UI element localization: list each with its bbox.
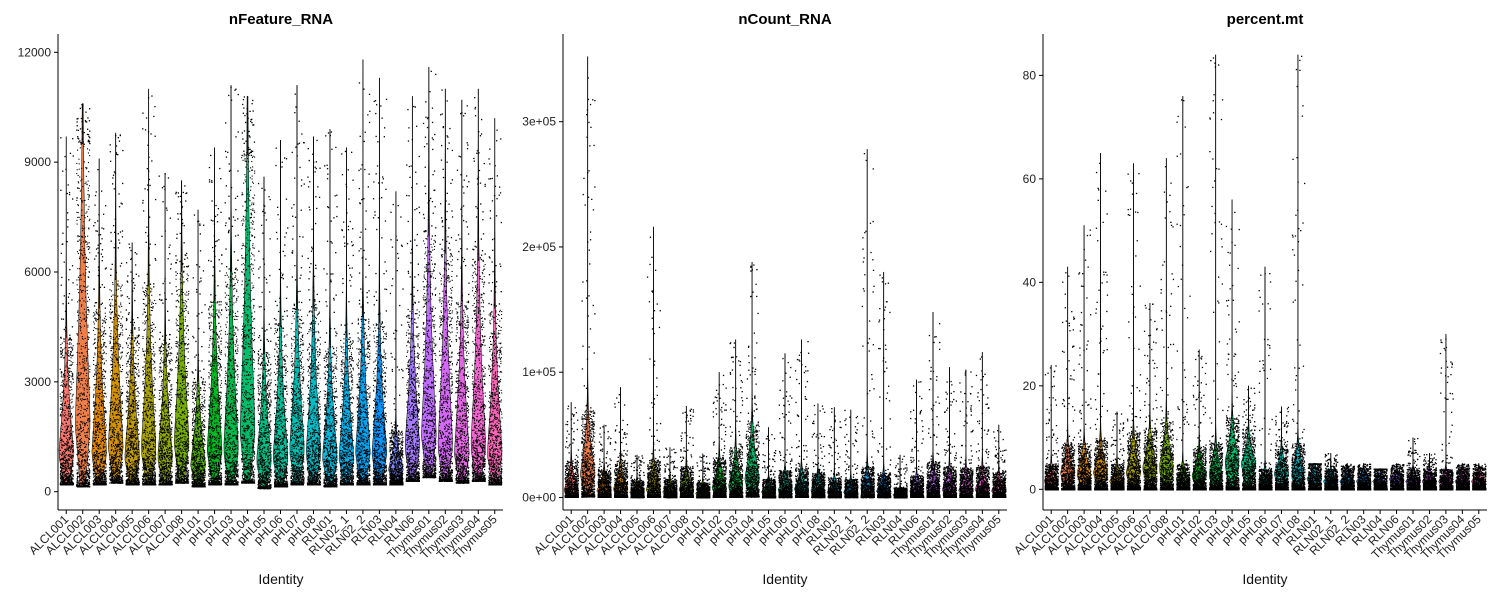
jitter-points-pHL05 (762, 434, 776, 498)
jitter-points-Thymus05 (1472, 464, 1486, 491)
x-axis-title: Identity (762, 571, 807, 587)
jitter-points-pHL03 (1209, 57, 1223, 490)
jitter-points-ALCL005 (1110, 413, 1124, 490)
jitter-points-pHL02 (1193, 351, 1207, 490)
jitter-points-pHL01 (1176, 99, 1191, 490)
jitter-points-pHL05 (1242, 388, 1256, 491)
jitter-points-pHL01 (192, 214, 206, 487)
y-tick-label: 6000 (24, 265, 51, 279)
jitter-points-RLN01 (1308, 463, 1322, 490)
jitter-points-RLN04 (894, 456, 908, 499)
y-tick-label: 3000 (24, 375, 51, 389)
y-tick-label: 40 (1023, 275, 1037, 289)
jitter-points-RLN02_1 (844, 410, 858, 498)
jitter-points-pHL08 (1291, 56, 1305, 491)
jitter-points-ALCL004 (614, 394, 628, 498)
jitter-points-Thymus03 (959, 371, 973, 498)
jitter-points-RLN02_2 (1341, 464, 1355, 491)
violin-ALCL002 (75, 104, 90, 487)
jitter-points-RLN02_2 (861, 153, 875, 498)
y-tick-label: 0 (44, 485, 51, 499)
y-tick-label: 2e+05 (522, 240, 556, 254)
x-axis-title: Identity (258, 571, 303, 587)
jitter-points-Thymus01 (1407, 438, 1421, 491)
panel-title: percent.mt (1227, 11, 1304, 28)
jitter-points-pHL06 (1258, 273, 1272, 491)
jitter-points-Thymus01 (927, 323, 941, 498)
panel-nfeature-rna: nFeature_RNA Identity 0 3000 6000 9000 12000… (18, 11, 503, 587)
panel-title: nFeature_RNA (229, 11, 333, 28)
y-tick-label: 0e+00 (522, 490, 556, 504)
jitter-points-pHL01 (696, 455, 710, 498)
jitter-points-Thymus04 (1456, 464, 1470, 491)
jitter-points-RLN01 (828, 408, 842, 498)
x-axis-title: Identity (1242, 571, 1287, 587)
jitter-points-pHL07 (795, 341, 809, 498)
jitter-points-pHL08 (811, 405, 825, 498)
jitter-points-ALCL003 (598, 425, 612, 498)
y-tick-label: 80 (1023, 68, 1037, 82)
jitter-points-ALCL007 (663, 448, 677, 498)
y-tick-label: 9000 (24, 155, 51, 169)
jitter-points-RLN04 (1374, 469, 1388, 491)
jitter-points-Thymus05 (992, 430, 1006, 498)
jitter-points-ALCL001 (1045, 365, 1059, 490)
panel-ncount-rna: nCount_RNA Identity 0e+00 1e+05 2e+05 3e+05… (522, 11, 1007, 587)
jitter-points-pHL02 (713, 375, 727, 498)
panel-percent-mt: percent.mt Identity 020406080ALCL001ALCL… (1011, 11, 1487, 587)
panel-title: nCount_RNA (738, 11, 831, 28)
y-tick-label: 0 (1029, 482, 1036, 496)
jitter-points-RLN02_1 (1324, 453, 1338, 490)
y-tick-label: 60 (1023, 172, 1037, 186)
y-tick-label: 3e+05 (522, 115, 556, 129)
y-tick-label: 12000 (18, 45, 52, 59)
jitter-points-Thymus04 (976, 356, 990, 498)
y-tick-label: 1e+05 (522, 365, 556, 379)
jitter-points-ALCL001 (565, 406, 580, 498)
y-tick-label: 20 (1023, 379, 1037, 393)
